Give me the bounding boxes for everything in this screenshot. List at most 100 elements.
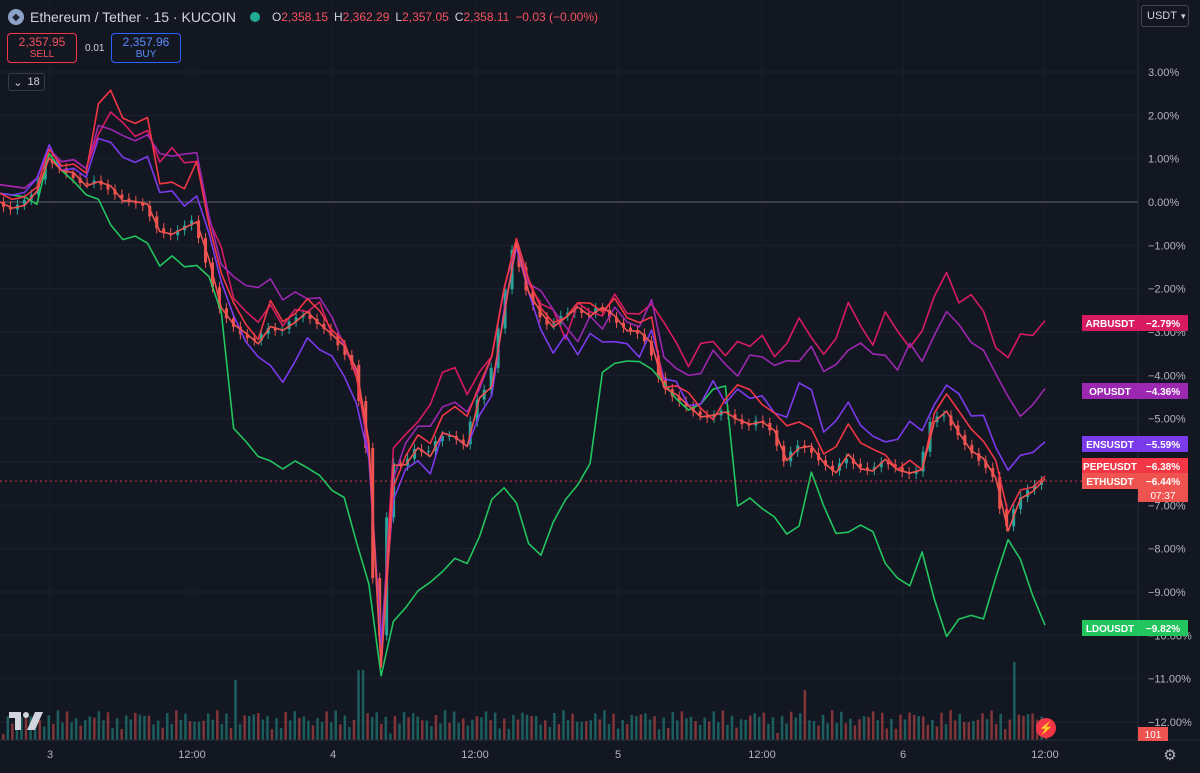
series-name: ARBUSDT bbox=[1086, 319, 1135, 330]
volume-bar bbox=[33, 720, 37, 740]
series-line-ldousdt bbox=[0, 152, 1046, 677]
candle-body bbox=[141, 203, 145, 206]
series-label-opusdt: OPUSDT −4.36% bbox=[1082, 383, 1188, 399]
series-last-value: −5.59% bbox=[1146, 440, 1180, 451]
volume-bar bbox=[79, 725, 82, 740]
candle-body bbox=[949, 415, 953, 426]
sell-price: 2,357.95 bbox=[18, 35, 66, 49]
volume-bar bbox=[525, 714, 529, 740]
volume-bar bbox=[876, 720, 879, 740]
candle-body bbox=[1019, 497, 1023, 510]
volume-bar bbox=[666, 728, 670, 740]
candle-body bbox=[426, 451, 430, 453]
volume-bar bbox=[844, 723, 848, 740]
candle-body bbox=[552, 323, 556, 325]
volume-bar bbox=[161, 727, 164, 740]
gear-icon[interactable]: ⚙ bbox=[1163, 747, 1177, 764]
volume-bar bbox=[835, 722, 838, 740]
spread-value: 0.01 bbox=[85, 43, 105, 54]
volume-bar bbox=[521, 712, 524, 740]
volume-bar bbox=[425, 720, 429, 740]
volume-bar bbox=[853, 725, 857, 740]
volume-bar bbox=[744, 719, 747, 740]
volume-bar bbox=[389, 733, 392, 740]
volume-bar bbox=[434, 715, 438, 740]
candle-body bbox=[601, 308, 605, 310]
ohlc-open: O2,358.15 bbox=[272, 10, 328, 24]
candle-body bbox=[461, 439, 465, 445]
volume-bar bbox=[944, 724, 948, 740]
volume-bar bbox=[958, 713, 961, 740]
volume-bar bbox=[534, 715, 538, 740]
candle-body bbox=[440, 436, 444, 442]
volume-bar bbox=[580, 721, 583, 740]
volume-bar bbox=[20, 717, 23, 740]
volume-bar bbox=[985, 719, 989, 740]
volume-bar bbox=[38, 720, 41, 740]
market-open-dot-icon bbox=[249, 12, 260, 22]
volume-bar bbox=[115, 718, 119, 740]
volume-bar bbox=[339, 724, 342, 740]
volume-bar bbox=[630, 714, 634, 740]
price-change: −0.03 (−0.00%) bbox=[515, 10, 599, 24]
volume-bar bbox=[165, 713, 169, 740]
volume-bar bbox=[858, 719, 861, 740]
volume-bar bbox=[867, 717, 870, 740]
volume-bar bbox=[307, 720, 310, 740]
volume-bar bbox=[11, 723, 14, 740]
candle-body bbox=[447, 436, 451, 437]
candle-body bbox=[824, 460, 828, 466]
volume-bar bbox=[512, 715, 515, 740]
volume-bar bbox=[799, 713, 802, 740]
volume-bar bbox=[220, 723, 224, 740]
chevron-down-icon: ⌄ bbox=[13, 76, 23, 89]
buy-button[interactable]: 2,357.96 BUY bbox=[111, 33, 181, 63]
symbol-title[interactable]: Ethereum / Tether · 15 · KUCOIN bbox=[30, 9, 236, 25]
currency-selector[interactable]: USDT ▾ bbox=[1141, 5, 1189, 27]
volume-bar bbox=[311, 725, 315, 740]
candle-body bbox=[85, 182, 89, 184]
volume-bar bbox=[680, 711, 684, 740]
volume-bar bbox=[639, 714, 643, 740]
tradingview-logo-icon[interactable] bbox=[9, 712, 43, 730]
volume-bar bbox=[803, 690, 807, 740]
y-tick-label: −1.00% bbox=[1148, 240, 1186, 252]
volume-bar bbox=[612, 713, 615, 740]
volume-bar bbox=[1013, 662, 1016, 740]
volume-bar bbox=[1008, 719, 1012, 740]
price-axis[interactable] bbox=[1138, 0, 1200, 740]
volume-bar bbox=[762, 712, 766, 740]
volume-bar bbox=[261, 719, 265, 740]
volume-bar bbox=[808, 720, 811, 740]
volume-bar bbox=[384, 716, 388, 740]
volume-bar bbox=[343, 715, 347, 740]
series-last-value: −4.36% bbox=[1146, 387, 1180, 398]
volume-bar bbox=[899, 714, 902, 740]
candle-body bbox=[322, 323, 326, 329]
volume-bar bbox=[298, 717, 301, 740]
volume-bar bbox=[279, 728, 283, 740]
volume-bar bbox=[735, 727, 738, 740]
volume-bar bbox=[503, 718, 506, 740]
candle-body bbox=[963, 435, 967, 445]
candle-body bbox=[858, 463, 862, 468]
volume-bar bbox=[56, 710, 60, 740]
volume-bar bbox=[352, 719, 356, 740]
high-value: 2,362.29 bbox=[342, 10, 390, 24]
volume-bar bbox=[206, 713, 210, 740]
candle-body bbox=[914, 471, 918, 474]
sell-button[interactable]: 2,357.95 SELL bbox=[7, 33, 77, 63]
series-name: ENSUSDT bbox=[1086, 440, 1134, 451]
volume-bar bbox=[120, 729, 123, 740]
y-tick-label: 1.00% bbox=[1148, 154, 1179, 166]
indicators-toggle[interactable]: ⌄ 18 bbox=[8, 73, 45, 91]
volume-bar bbox=[625, 724, 629, 740]
volume-bar bbox=[849, 718, 852, 740]
candle-body bbox=[71, 173, 75, 179]
volume-bar bbox=[366, 713, 369, 740]
volume-bar bbox=[193, 721, 196, 740]
lightning-icon[interactable]: ⚡ bbox=[1036, 718, 1056, 738]
candle-body bbox=[287, 321, 291, 329]
candle-body bbox=[378, 578, 382, 636]
